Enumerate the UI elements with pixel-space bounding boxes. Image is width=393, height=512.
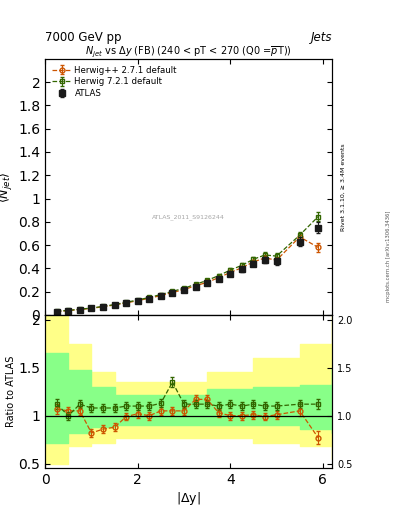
Text: 7000 GeV pp: 7000 GeV pp — [45, 31, 122, 44]
Text: mcplots.cern.ch [arXiv:1306.3436]: mcplots.cern.ch [arXiv:1306.3436] — [386, 210, 391, 302]
X-axis label: |$\Delta$y|: |$\Delta$y| — [176, 490, 201, 507]
Text: Jets: Jets — [310, 31, 332, 44]
Text: ATLAS_2011_S9126244: ATLAS_2011_S9126244 — [152, 215, 225, 221]
Y-axis label: Rivet 3.1.10, ≥ 3.4M events: Rivet 3.1.10, ≥ 3.4M events — [341, 143, 346, 231]
Title: $N_{jet}$ vs $\Delta y$ (FB) (240 < pT < 270 (Q0 =$\overline{p}$T)): $N_{jet}$ vs $\Delta y$ (FB) (240 < pT <… — [85, 44, 292, 59]
Legend: Herwig++ 2.7.1 default, Herwig 7.2.1 default, ATLAS: Herwig++ 2.7.1 default, Herwig 7.2.1 def… — [50, 63, 180, 100]
Y-axis label: $\langle N_{jet}\rangle$: $\langle N_{jet}\rangle$ — [0, 171, 15, 203]
Y-axis label: Ratio to ATLAS: Ratio to ATLAS — [6, 356, 16, 428]
